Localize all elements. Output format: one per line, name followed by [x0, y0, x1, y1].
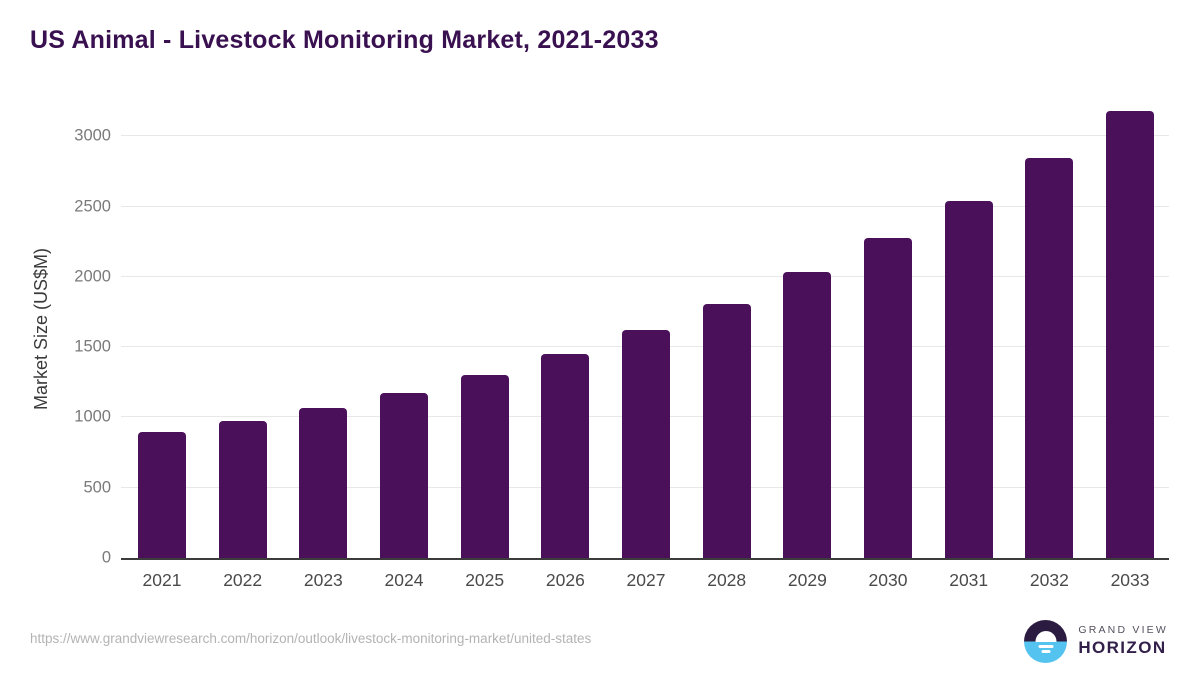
x-tick-label-2029: 2029	[787, 570, 827, 590]
bar-2028[interactable]	[702, 304, 751, 558]
y-tick-label-500: 500	[83, 478, 111, 497]
bar-2030[interactable]	[864, 238, 913, 558]
bar-2021[interactable]	[138, 431, 186, 558]
bar-2031[interactable]	[944, 200, 993, 558]
bar-2033[interactable]	[1106, 111, 1155, 558]
y-tick-label-3000: 3000	[74, 126, 111, 145]
bar-2023[interactable]	[299, 407, 348, 558]
logo-brand-line: GRAND VIEW	[1078, 624, 1168, 637]
bar-2024[interactable]	[380, 392, 428, 558]
bar-2026[interactable]	[541, 354, 590, 558]
x-tick-label-2033: 2033	[1110, 570, 1150, 590]
x-tick-label-2021: 2021	[142, 570, 182, 590]
x-tick-label-2025: 2025	[465, 570, 505, 590]
x-tick-label-2024: 2024	[384, 570, 424, 590]
x-tick-label-2022: 2022	[223, 570, 263, 590]
y-axis-title-wrap: Market Size (US$M)	[24, 100, 58, 558]
grand-view-horizon-logo: GRAND VIEW HORIZON	[1024, 620, 1168, 663]
logo-product-line: HORIZON	[1078, 638, 1167, 658]
y-tick-label-2500: 2500	[74, 197, 111, 216]
horizon-sunrise-icon	[1024, 620, 1068, 663]
bar-2032[interactable]	[1025, 158, 1074, 558]
x-tick-label-2031: 2031	[949, 570, 989, 590]
bar-2022[interactable]	[218, 420, 267, 558]
chart-title: US Animal - Livestock Monitoring Market,…	[30, 26, 659, 54]
x-tick-label-2026: 2026	[545, 570, 585, 590]
x-tick-label-2030: 2030	[868, 570, 908, 590]
y-tick-label-1500: 1500	[74, 337, 111, 356]
x-tick-label-2023: 2023	[303, 570, 343, 590]
x-tick-label-2027: 2027	[626, 570, 666, 590]
y-tick-label-2000: 2000	[74, 267, 111, 286]
bar-2029[interactable]	[783, 271, 832, 558]
gridline-3000	[121, 135, 1169, 137]
source-url: https://www.grandviewresearch.com/horizo…	[30, 631, 592, 646]
reflection-dash	[1038, 644, 1054, 648]
y-axis-title: Market Size (US$M)	[30, 247, 51, 411]
logo-text: GRAND VIEW HORIZON	[1078, 624, 1168, 658]
bar-2027[interactable]	[622, 329, 671, 558]
gridline-2500	[121, 205, 1169, 207]
plot-area: 0 500 1000 1500 2000 2500 3000 2021 2022 2023 2024…	[74, 100, 1169, 590]
y-tick-label-0: 0	[101, 548, 111, 567]
reflection-dash	[1041, 650, 1051, 653]
y-tick-label-1000: 1000	[74, 407, 111, 426]
gridline-2000	[121, 275, 1169, 277]
x-tick-label-2028: 2028	[707, 570, 747, 590]
x-tick-label-2032: 2032	[1029, 570, 1069, 590]
bar-2025[interactable]	[460, 375, 509, 558]
sun-dome-shape	[1035, 630, 1057, 642]
